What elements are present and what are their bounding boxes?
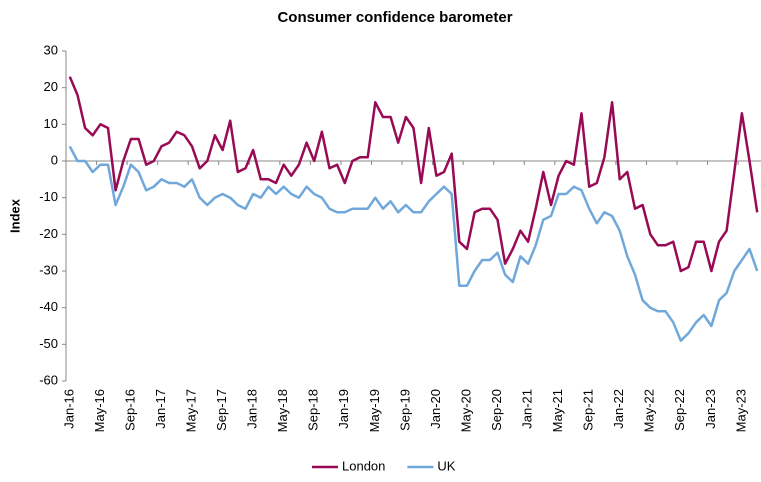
x-tick-label: Jan-17 (153, 389, 168, 429)
y-tick-label: 20 (44, 79, 58, 94)
x-tick-label: Jan-22 (611, 389, 626, 429)
x-tick-label: Jan-18 (245, 389, 260, 429)
x-tick-label: Sep-16 (122, 389, 137, 431)
y-tick-label: 0 (51, 152, 58, 167)
legend-label: UK (437, 458, 455, 473)
y-tick-label: -30 (39, 262, 58, 277)
legend-label: London (342, 458, 385, 473)
x-tick-label: Jan-23 (703, 389, 718, 429)
series-line (68, 76, 759, 273)
x-tick-label: May-16 (92, 389, 107, 432)
y-tick-label: -10 (39, 189, 58, 204)
x-tick-label: Sep-20 (489, 389, 504, 431)
x-tick-label: Sep-17 (214, 389, 229, 431)
x-tick-label: Sep-22 (672, 389, 687, 431)
y-tick-label: 10 (44, 116, 58, 131)
x-tick-label: May-19 (367, 389, 382, 432)
y-tick-label: -50 (39, 336, 58, 351)
x-tick-label: May-23 (733, 389, 748, 432)
y-tick-label: -60 (39, 372, 58, 387)
x-tick-label: Jan-21 (519, 389, 534, 429)
chart-title: Consumer confidence barometer (277, 9, 512, 26)
x-tick-label: May-21 (550, 389, 565, 432)
y-tick-label: 30 (44, 42, 58, 57)
series-line (68, 145, 759, 342)
x-tick-label: May-22 (642, 389, 657, 432)
x-tick-label: Sep-18 (306, 389, 321, 431)
x-tick-label: Sep-19 (397, 389, 412, 431)
x-tick-label: Jan-16 (61, 389, 76, 429)
x-tick-label: May-20 (458, 389, 473, 432)
x-tick-label: Sep-21 (581, 389, 596, 431)
y-axis-label: Index (7, 198, 22, 233)
y-tick-label: -20 (39, 226, 58, 241)
x-tick-label: May-18 (275, 389, 290, 432)
y-tick-label: -40 (39, 299, 58, 314)
x-tick-label: Jan-20 (428, 389, 443, 429)
x-tick-label: May-17 (183, 389, 198, 432)
x-tick-label: Jan-19 (336, 389, 351, 429)
